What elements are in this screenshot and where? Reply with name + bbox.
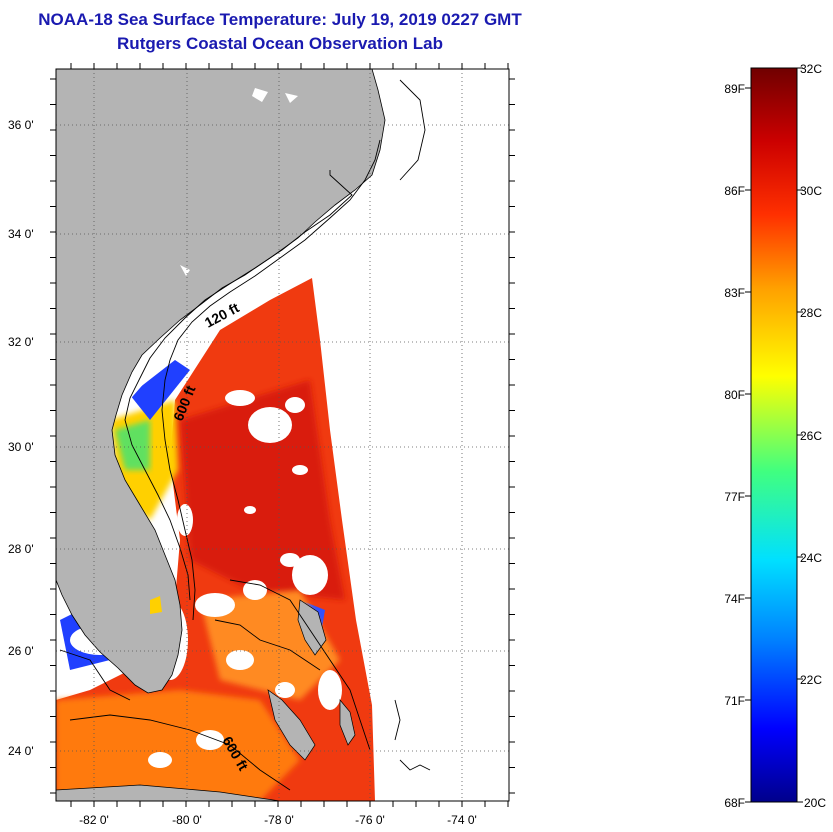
colorbar-bar [750, 67, 798, 803]
colorbar-f-label: 86F [724, 184, 745, 198]
lat-tick-label: 28 0' [8, 542, 34, 556]
map-title: NOAA-18 Sea Surface Temperature: July 19… [38, 10, 522, 29]
colorbar-f-label: 77F [724, 490, 745, 504]
isobath-lines [59, 79, 431, 791]
lat-tick-label: 30 0' [8, 440, 34, 454]
lon-labels: -82 0' -80 0' -78 0' -76 0' -74 0' [79, 813, 477, 827]
colorbar-f-label: 68F [724, 796, 745, 810]
colorbar-f-label: 89F [724, 82, 745, 96]
lat-tick-label: 32 0' [8, 335, 34, 349]
sst-orange-south [56, 690, 300, 801]
colorbar-c-label: 32C [800, 62, 822, 76]
lat-tick-label: 36 0' [8, 118, 34, 132]
lat-tick-label: 24 0' [8, 744, 34, 758]
lat-tick-label: 34 0' [8, 227, 34, 241]
lon-tick-label: -76 0' [355, 813, 385, 827]
colorbar-ticks [745, 67, 803, 803]
colorbar-c-label: 26C [800, 429, 822, 443]
lat-labels: 36 0' 34 0' 32 0' 30 0' 28 0' 26 0' 24 0… [8, 118, 34, 758]
lon-tick-label: -78 0' [264, 813, 294, 827]
lon-tick-label: -74 0' [447, 813, 477, 827]
map-subtitle: Rutgers Coastal Ocean Observation Lab [117, 34, 443, 53]
map-content: 120 ft 600 ft 600 ft [56, 69, 509, 801]
colorbar-c-labels: 32C 30C 28C 26C 24C 22C 20C [800, 62, 826, 810]
lat-tick-label: 26 0' [8, 644, 34, 658]
sst-warm-core [180, 380, 345, 600]
colorbar-f-label: 80F [724, 388, 745, 402]
colorbar-c-label: 24C [800, 551, 822, 565]
colorbar-f-labels: 89F 86F 83F 80F 77F 74F 71F 68F [724, 82, 745, 810]
colorbar-f-label: 74F [724, 592, 745, 606]
colorbar-f-label: 71F [724, 694, 745, 708]
lon-tick-label: -80 0' [172, 813, 202, 827]
colorbar-c-label: 28C [800, 306, 822, 320]
map-ticks [50, 63, 515, 807]
colorbar-f-label: 83F [724, 286, 745, 300]
colorbar-c-label: 20C [804, 796, 826, 810]
map-frame [55, 68, 510, 802]
land-bahamas [267, 599, 356, 761]
colorbar-c-label: 30C [800, 184, 822, 198]
land-cuba [56, 784, 281, 801]
colorbar: 89F 86F 83F 80F 77F 74F 71F 68F 32C 30C … [724, 62, 826, 810]
land-mainland [56, 69, 386, 694]
inland-water [150, 88, 298, 614]
lon-tick-label: -82 0' [79, 813, 109, 827]
nearshore-no-data [112, 232, 318, 420]
colorbar-c-label: 22C [800, 673, 822, 687]
sst-blue-patch-ga [130, 360, 190, 420]
